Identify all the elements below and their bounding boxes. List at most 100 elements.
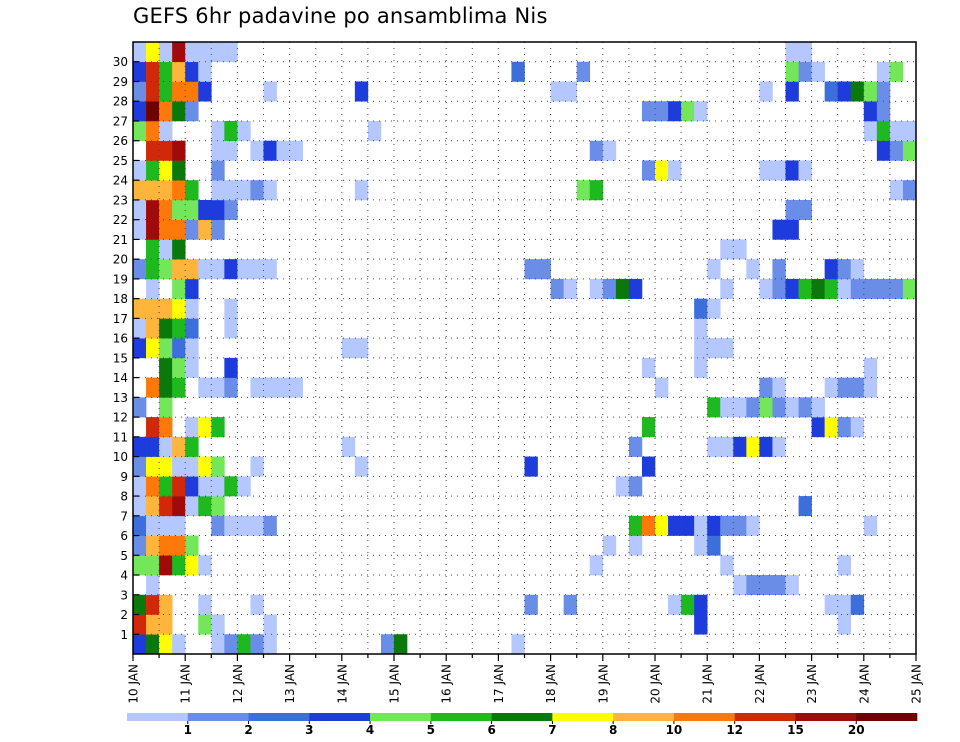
heatmap-cell bbox=[655, 377, 669, 398]
heatmap-cell bbox=[211, 140, 225, 161]
heatmap-cell bbox=[172, 239, 186, 260]
colorbar-swatch bbox=[856, 713, 918, 721]
heatmap-cell bbox=[628, 515, 643, 536]
heatmap-cell bbox=[224, 298, 238, 319]
heatmap-cell bbox=[876, 278, 891, 299]
heatmap-cell bbox=[694, 357, 708, 378]
heatmap-cell bbox=[798, 278, 812, 299]
x-tick-label: 23 JAN bbox=[805, 664, 819, 704]
heatmap-cell bbox=[876, 101, 891, 122]
heatmap-cell bbox=[589, 140, 604, 161]
x-tick-label: 13 JAN bbox=[283, 664, 297, 704]
y-tick-label: 3 bbox=[120, 588, 128, 602]
y-tick-label: 4 bbox=[120, 569, 128, 583]
heatmap-cell bbox=[524, 456, 538, 477]
heatmap-cell bbox=[863, 120, 878, 142]
heatmap-cell bbox=[707, 397, 721, 418]
colorbar-swatch bbox=[673, 713, 735, 721]
y-tick-label: 5 bbox=[120, 549, 128, 563]
y-tick-label: 2 bbox=[120, 608, 128, 622]
heatmap-cell bbox=[146, 338, 160, 359]
heatmap-cell bbox=[211, 120, 225, 142]
heatmap-cell bbox=[380, 634, 395, 655]
colorbar-swatch bbox=[613, 713, 675, 721]
heatmap-cell bbox=[224, 377, 238, 398]
heatmap-cell bbox=[185, 259, 199, 280]
heatmap-cell bbox=[146, 318, 160, 339]
heatmap-cell bbox=[146, 594, 160, 615]
heatmap-cell bbox=[159, 120, 173, 142]
heatmap-cell bbox=[146, 456, 160, 477]
heatmap-cells bbox=[133, 42, 917, 655]
heatmap-cell bbox=[172, 42, 186, 63]
heatmap-cell bbox=[511, 634, 525, 655]
heatmap-cell bbox=[733, 515, 747, 536]
heatmap-cell bbox=[811, 417, 825, 438]
heatmap-cell bbox=[563, 278, 577, 299]
heatmap-cell bbox=[146, 140, 160, 161]
heatmap-cell bbox=[681, 515, 695, 536]
heatmap-cell bbox=[655, 101, 669, 122]
heatmap-cell bbox=[198, 555, 212, 576]
chart-title: GEFS 6hr padavine po ansamblima Nis bbox=[133, 4, 548, 28]
heatmap-cell bbox=[537, 259, 551, 280]
heatmap-cell bbox=[185, 357, 199, 378]
heatmap-cell bbox=[159, 456, 173, 477]
heatmap-cell bbox=[668, 515, 682, 536]
heatmap-cell bbox=[211, 456, 225, 477]
heatmap-cell bbox=[550, 278, 564, 299]
heatmap-cell bbox=[876, 61, 891, 82]
heatmap-cell bbox=[172, 180, 186, 201]
heatmap-cell bbox=[589, 180, 604, 201]
heatmap-cell bbox=[798, 61, 812, 82]
heatmap-cell bbox=[824, 417, 838, 438]
heatmap-cell bbox=[185, 555, 199, 576]
heatmap-cell bbox=[211, 515, 225, 536]
colorbar-label: 10 bbox=[666, 723, 683, 737]
heatmap-cell bbox=[263, 614, 277, 635]
heatmap-cell bbox=[146, 160, 160, 181]
heatmap-cell bbox=[198, 496, 212, 517]
heatmap-cell bbox=[798, 397, 812, 418]
heatmap-cell bbox=[133, 219, 147, 240]
heatmap-cell bbox=[759, 397, 773, 418]
heatmap-cell bbox=[185, 180, 199, 201]
heatmap-cell bbox=[172, 476, 186, 497]
heatmap-cell bbox=[237, 476, 251, 497]
heatmap-cell bbox=[563, 594, 577, 615]
heatmap-cell bbox=[902, 180, 917, 201]
heatmap-cell bbox=[759, 81, 773, 102]
heatmap-cell bbox=[211, 160, 225, 181]
heatmap-cell bbox=[133, 298, 147, 319]
heatmap-cell bbox=[159, 515, 173, 536]
y-tick-label: 7 bbox=[120, 509, 128, 523]
heatmap-cell bbox=[172, 496, 186, 517]
heatmap-cell bbox=[524, 594, 538, 615]
heatmap-cell bbox=[133, 318, 147, 339]
y-tick-label: 30 bbox=[113, 55, 128, 69]
x-tick-label: 24 JAN bbox=[857, 664, 871, 704]
heatmap-cell bbox=[641, 515, 656, 536]
heatmap-cell bbox=[733, 239, 747, 260]
heatmap-cell bbox=[159, 81, 173, 102]
colorbar-label: 6 bbox=[487, 723, 495, 737]
heatmap-cell bbox=[133, 120, 147, 142]
heatmap-cell bbox=[185, 81, 199, 102]
heatmap-cell bbox=[850, 377, 865, 398]
heatmap-cell bbox=[185, 496, 199, 517]
colorbar-swatch bbox=[734, 713, 796, 721]
heatmap-cell bbox=[811, 278, 825, 299]
heatmap-cell bbox=[224, 180, 238, 201]
heatmap-cell bbox=[146, 259, 160, 280]
heatmap-cell bbox=[237, 180, 251, 201]
heatmap-cell bbox=[694, 298, 708, 319]
x-tick-label: 15 JAN bbox=[388, 664, 402, 704]
heatmap-cell bbox=[785, 160, 799, 181]
heatmap-cell bbox=[146, 634, 160, 655]
heatmap-cell bbox=[172, 357, 186, 378]
heatmap-cell bbox=[628, 278, 643, 299]
heatmap-cell bbox=[146, 61, 160, 82]
heatmap-cell bbox=[211, 377, 225, 398]
heatmap-cell bbox=[198, 476, 212, 497]
heatmap-cell bbox=[837, 614, 852, 635]
